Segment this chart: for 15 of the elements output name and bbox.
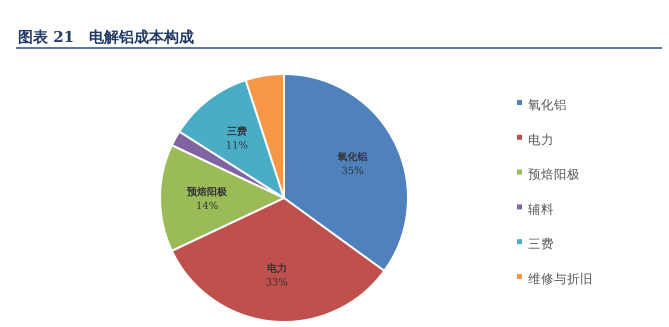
slice-label: 预焙阳极 (186, 186, 228, 198)
chart-title: 图表 21 电解铝成本构成 (18, 28, 194, 46)
data-label: 35% (341, 166, 364, 178)
slice-label: 氧化铝 (336, 151, 368, 164)
slice-label: 电力 (266, 262, 287, 275)
legend-label: 维修与折旧 (528, 271, 593, 286)
legend-label: 电力 (528, 132, 554, 147)
legend-label: 预焙阳极 (528, 166, 580, 182)
legend-label: 三费 (528, 236, 554, 252)
data-label: 14% (196, 201, 218, 212)
legend-label: 辅料 (528, 201, 554, 216)
data-label: 11% (226, 140, 248, 152)
legend-label: 氧化铝 (528, 97, 567, 112)
slice-label: 三费 (226, 125, 247, 138)
data-label: 33% (266, 278, 288, 289)
